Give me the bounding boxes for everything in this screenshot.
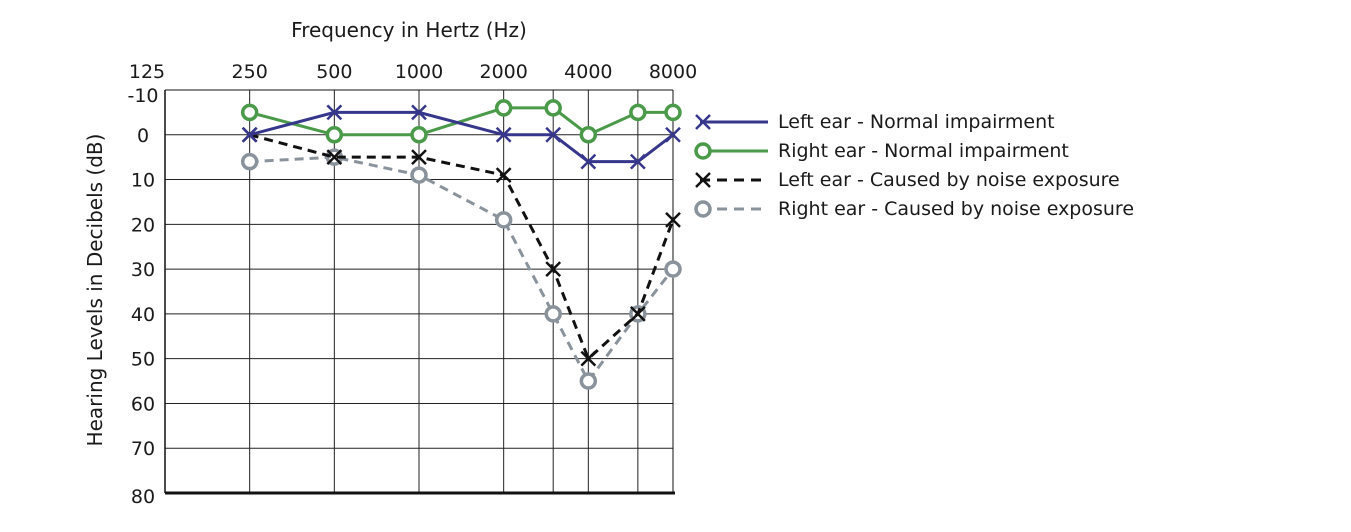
y-tick-labels: -10 0 10 20 30 40 50 60 70 80 [127, 85, 158, 508]
x-tick-label: 250 [232, 61, 268, 83]
series-3 [241, 126, 681, 367]
legend-label: Left ear - Normal impairment [778, 111, 1055, 133]
y-tick-label: 50 [131, 349, 155, 371]
x-tick-labels: 125 250 500 1000 2000 4000 8000 [129, 61, 697, 83]
series-1 [241, 104, 681, 170]
grid [165, 90, 674, 493]
data-point [665, 211, 681, 228]
data-point [664, 260, 682, 278]
legend-label: Right ear - Caused by noise exposure [778, 198, 1134, 220]
data-point [241, 126, 258, 143]
axes [164, 89, 675, 495]
data-point [410, 126, 428, 144]
y-tick-label: 0 [137, 125, 149, 147]
y-tick-label: 40 [131, 304, 155, 326]
data-point [545, 261, 562, 277]
x-tick-label: 4000 [564, 61, 612, 83]
x-tick-label: 2000 [479, 61, 527, 83]
data-point [629, 153, 646, 170]
legend-marker [695, 172, 711, 188]
data-point [629, 103, 647, 122]
data-point [326, 149, 343, 166]
data-point [240, 103, 259, 122]
legend: Left ear - Normal impairment Right ear - … [694, 111, 1134, 220]
data-point [629, 306, 646, 322]
data-point [579, 372, 598, 390]
x-tick-label: 500 [316, 61, 352, 83]
data-point [495, 126, 512, 143]
chart-title: Frequency in Hertz (Hz) [291, 18, 527, 42]
legend-marker [695, 114, 711, 130]
x-tick-label: 125 [129, 61, 165, 83]
data-point [411, 104, 427, 121]
y-tick-label: 30 [131, 259, 155, 281]
legend-item: Right ear - Normal impairment [694, 140, 1069, 162]
legend-marker [694, 142, 712, 160]
data-point [325, 126, 344, 144]
data-point [544, 305, 562, 323]
data-point [494, 99, 513, 117]
data-point [410, 166, 428, 184]
data-point [326, 104, 343, 121]
x-tick-label: 1000 [395, 61, 443, 83]
legend-label: Right ear - Normal impairment [778, 140, 1069, 162]
data-point [494, 211, 513, 229]
y-tick-label: -10 [127, 85, 158, 107]
y-tick-label: 80 [131, 486, 155, 508]
data-point [411, 149, 427, 166]
y-tick-label: 10 [131, 170, 155, 192]
series-2 [240, 99, 682, 144]
data-point [240, 152, 259, 171]
x-tick-label: 8000 [649, 61, 697, 83]
data-point [579, 126, 598, 144]
legend-item: Right ear - Caused by noise exposure [694, 198, 1134, 220]
data-point [580, 153, 597, 170]
legend-item: Left ear - Caused by noise exposure [695, 169, 1120, 191]
series-line [249, 110, 674, 164]
series-layer [240, 99, 682, 390]
legend-marker [694, 200, 712, 218]
data-point [544, 99, 562, 117]
legend-item: Left ear - Normal impairment [695, 111, 1055, 133]
series-line [249, 106, 673, 137]
y-tick-label: 60 [131, 393, 155, 415]
data-point [664, 103, 682, 122]
series-line [249, 155, 675, 384]
series-line [249, 133, 675, 362]
data-point [545, 126, 562, 143]
y-tick-label: 70 [131, 438, 155, 460]
data-point [665, 126, 681, 143]
legend-label: Left ear - Caused by noise exposure [778, 169, 1120, 191]
y-axis-label: Hearing Levels in Decibels (dB) [83, 134, 107, 447]
data-point [495, 167, 512, 183]
y-tick-label: 20 [131, 214, 155, 236]
data-point [580, 350, 597, 367]
